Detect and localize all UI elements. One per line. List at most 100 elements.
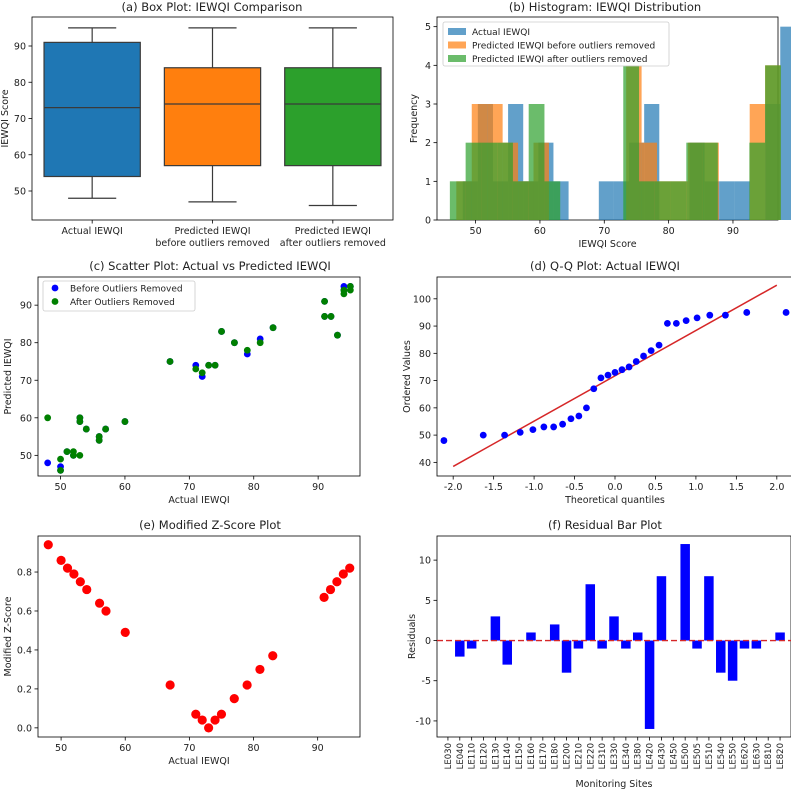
- x-tick-label: 80: [663, 226, 675, 237]
- x-tick-label: LE210: [574, 743, 584, 769]
- residual-bar: [561, 640, 572, 673]
- x-tick-label: after outliers removed: [280, 238, 386, 249]
- y-tick-label: 80: [419, 349, 431, 360]
- x-tick-label: LE540: [717, 743, 727, 769]
- qq-point: [782, 309, 790, 316]
- x-tick-label: before outliers removed: [155, 238, 269, 249]
- x-tick-label: LE630: [752, 743, 762, 769]
- x-tick-label: LE810: [764, 743, 774, 769]
- residual-panel: (f) Residual Bar Plot -10 -5 0 5 10 Residuals…: [407, 518, 791, 790]
- scatter-legend: Before Outliers Removed After Outliers Re…: [42, 280, 196, 312]
- x-axis-label: IEWQI Score: [578, 239, 636, 250]
- scatter-point-after: [205, 361, 213, 369]
- residual-bar: [656, 576, 667, 641]
- y-tick-label: 60: [419, 403, 431, 414]
- zscore-point: [165, 680, 175, 690]
- qq-point: [625, 363, 633, 371]
- histogram-bar: [481, 142, 498, 220]
- zscore-panel: (e) Modified Z-Score Plot 0.0 0.2 0.4 0.6 0.…: [3, 518, 361, 767]
- legend-frame: [442, 21, 670, 67]
- scatter-point-after: [57, 466, 64, 474]
- box-iqr: [163, 67, 262, 167]
- zscore-point: [345, 563, 355, 573]
- qq-point: [647, 347, 655, 355]
- qq-point: [567, 415, 575, 423]
- x-tick-label: 80: [248, 482, 260, 493]
- zscore-point: [191, 709, 201, 719]
- zscore-point: [216, 709, 227, 719]
- x-axis-label: Monitoring Sites: [575, 779, 652, 790]
- qq-point: [672, 319, 680, 327]
- y-tick-label: 0: [425, 636, 431, 647]
- box-plot-title: (a) Box Plot: IEWQI Comparison: [122, 0, 303, 14]
- qq-title: (d) Q-Q Plot: Actual IEWQI: [530, 259, 680, 273]
- box-iqr: [43, 41, 141, 178]
- qq-point: [529, 426, 537, 434]
- y-tick-label: 70: [14, 114, 26, 125]
- scatter-point-after: [334, 331, 341, 339]
- y-tick-label: 50: [20, 451, 32, 462]
- scatter-point-after: [256, 339, 264, 347]
- y-tick-label: 0.2: [17, 684, 32, 695]
- plot-frame: [37, 535, 361, 738]
- plot-frame: [37, 276, 361, 477]
- x-tick-label: 50: [55, 743, 67, 754]
- histogram-bar: [686, 142, 703, 220]
- x-tick-label: 2.0: [769, 482, 784, 493]
- x-tick-label: LE130: [491, 743, 501, 769]
- histogram-panel: (b) Histogram: IEWQI Distribution 0 1 2 3 4 5…: [409, 0, 791, 250]
- residual-bar: [751, 640, 762, 649]
- y-tick-label: 5: [425, 22, 431, 33]
- zscore-point: [69, 569, 79, 579]
- scatter-point-after: [76, 414, 84, 422]
- x-tick-label: -2.0: [444, 482, 463, 493]
- qq-point: [440, 437, 448, 444]
- qq-point: [682, 317, 690, 325]
- qq-point: [516, 428, 524, 436]
- residual-bar: [609, 616, 619, 641]
- legend-swatch: [448, 55, 466, 62]
- y-tick-label: 0.6: [17, 606, 32, 617]
- qq-point: [479, 431, 487, 439]
- zscore-point: [56, 555, 66, 565]
- scatter-panel: (c) Scatter Plot: Actual vs Predicted IE…: [3, 259, 361, 506]
- histogram-bar: [670, 181, 687, 220]
- histogram-bar: [654, 181, 671, 220]
- scatter-point-after: [95, 436, 103, 444]
- x-tick-label: LE040: [456, 743, 466, 769]
- zscore-point: [120, 627, 130, 638]
- y-tick-label: 90: [419, 322, 431, 333]
- x-tick-label: 50: [470, 226, 482, 237]
- scatter-point-after: [346, 286, 354, 294]
- x-tick-label: LE310: [598, 743, 608, 769]
- zscore-point: [94, 598, 105, 608]
- histogram-legend: Actual IEWQI Predicted IEWQI before outli…: [442, 21, 670, 67]
- x-tick-label: 50: [54, 482, 66, 493]
- x-tick-label: 0.5: [648, 482, 663, 493]
- residual-title: (f) Residual Bar Plot: [548, 518, 662, 532]
- histogram-bar: [449, 181, 466, 220]
- zscore-point: [255, 664, 265, 675]
- residual-bar: [716, 640, 726, 673]
- x-tick-label: LE550: [729, 743, 739, 769]
- scatter-point-after: [269, 324, 277, 332]
- x-tick-label: LE430: [657, 743, 667, 769]
- qq-point: [597, 374, 605, 382]
- legend-label: Predicted IEWQI before outliers removed: [472, 42, 655, 52]
- zscore-point: [268, 651, 278, 661]
- x-tick-label: LE170: [539, 743, 549, 769]
- qq-point: [540, 423, 548, 431]
- x-tick-label: LE150: [515, 743, 525, 769]
- scatter-title: (c) Scatter Plot: Actual vs Predicted IE…: [89, 259, 331, 273]
- qq-panel: (d) Q-Q Plot: Actual IEWQI 40 50 60 70 80 90 1…: [402, 259, 791, 506]
- y-tick-label: 4: [425, 61, 431, 72]
- x-tick-label: LE380: [634, 743, 644, 769]
- histogram-bar: [702, 142, 718, 220]
- qq-point: [575, 412, 583, 420]
- y-axis-label: Predicted IEWQI: [3, 338, 14, 414]
- y-tick-label: 5: [425, 596, 431, 607]
- qq-point: [655, 341, 663, 349]
- x-axis-label: Actual IEWQI: [168, 495, 229, 506]
- x-tick-label: 80: [247, 743, 259, 754]
- y-tick-label: 50: [14, 187, 26, 198]
